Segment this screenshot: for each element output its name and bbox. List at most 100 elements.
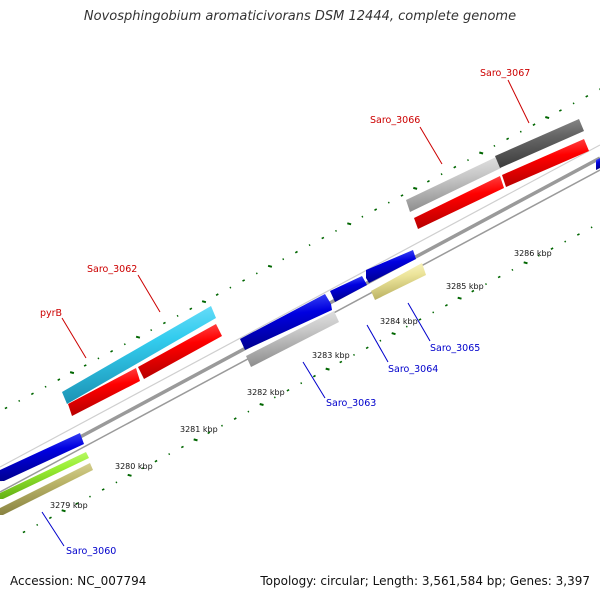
- gene-blue-mid[interactable]: [366, 250, 416, 283]
- accession-text: Accession: NC_007794: [10, 574, 147, 588]
- gene-saro-3067[interactable]: [495, 119, 584, 168]
- lower-tick-38: [523, 261, 528, 265]
- gene-red-3[interactable]: [414, 176, 504, 229]
- gene-saro-3064[interactable]: [240, 294, 332, 350]
- upper-tick-12: [162, 321, 166, 325]
- label-saro-3060[interactable]: Saro_3060: [66, 546, 116, 557]
- upper-tick-16: [215, 293, 219, 296]
- upper-tick-27: [361, 215, 364, 218]
- lower-tick-12: [180, 445, 184, 449]
- lower-tick-13: [193, 438, 198, 442]
- upper-tick-2: [30, 392, 34, 396]
- upper-tick-21: [282, 258, 285, 261]
- lower-tick-19: [273, 396, 276, 399]
- lower-tick-33: [457, 296, 462, 300]
- gene-red-4[interactable]: [502, 139, 589, 187]
- lower-tick-3: [61, 509, 66, 513]
- gene-pyrb[interactable]: [68, 368, 140, 416]
- label-saro-3067[interactable]: Saro_3067: [480, 68, 530, 79]
- lower-tick-26: [365, 346, 369, 350]
- label-saro-3062[interactable]: Saro_3062: [87, 264, 137, 275]
- kbp-labels: 3279 kbp 3280 kbp 3281 kbp 3282 kbp 3283…: [50, 249, 552, 510]
- gene-blue-small[interactable]: [330, 276, 367, 302]
- gene-blue-edge[interactable]: [596, 158, 600, 170]
- callout-saro-3066: [419, 126, 443, 165]
- gene-saro-3065[interactable]: [371, 263, 426, 300]
- lower-tick-27: [379, 339, 382, 342]
- lower-tick-20: [286, 388, 290, 392]
- gene-saro-3062[interactable]: [62, 306, 216, 404]
- upper-tick-41: [545, 116, 550, 120]
- lower-tick-35: [485, 283, 487, 286]
- label-pyrb[interactable]: pyrB: [40, 308, 62, 319]
- upper-tick-26: [347, 222, 352, 226]
- lower-tick-25: [353, 353, 355, 356]
- callout-saro-3065: [407, 302, 431, 342]
- label-saro-3063[interactable]: Saro_3063: [326, 398, 376, 409]
- lower-tick-17: [247, 410, 250, 413]
- upper-tick-44: [585, 94, 589, 98]
- gene-labels: Saro_3067 Saro_3066 Saro_3062 pyrB Saro_…: [40, 68, 530, 557]
- upper-tick-43: [572, 102, 575, 105]
- upper-tick-15: [201, 300, 207, 304]
- gene-red-2[interactable]: [138, 324, 222, 379]
- lower-tick-24: [339, 360, 343, 364]
- upper-tick-13: [176, 314, 179, 317]
- gene-lime[interactable]: [0, 452, 89, 499]
- upper-tick-10: [135, 335, 141, 339]
- gene-saro-3063[interactable]: [246, 311, 339, 367]
- lower-tick-1: [36, 523, 39, 526]
- gene-olive[interactable]: [0, 463, 93, 515]
- upper-tick-1: [18, 399, 21, 402]
- lower-tick-15: [221, 424, 223, 427]
- label-saro-3066[interactable]: Saro_3066: [370, 115, 420, 126]
- upper-tick-42: [558, 109, 562, 112]
- upper-tick-36: [479, 151, 484, 155]
- gene-saro-3060[interactable]: [0, 433, 84, 481]
- upper-tick-22: [294, 250, 298, 254]
- upper-tick-25: [335, 229, 337, 232]
- callout-saro-3067: [507, 79, 530, 124]
- upper-tick-39: [519, 130, 522, 133]
- lower-tick-7: [115, 481, 118, 484]
- upper-tick-7: [97, 357, 100, 360]
- callout-saro-3062: [137, 274, 161, 313]
- lower-tick-36: [497, 275, 501, 279]
- upper-tick-29: [387, 201, 390, 204]
- upper-tick-20: [267, 264, 273, 268]
- lower-tick-31: [432, 311, 435, 314]
- lower-tick-22: [312, 374, 316, 378]
- upper-tick-0: [4, 406, 8, 410]
- upper-tick-38: [506, 137, 510, 141]
- upper-tick-30: [400, 194, 404, 197]
- tick-label-3283: 3283 kbp: [312, 351, 350, 360]
- upper-tick-24: [321, 236, 325, 240]
- lower-tick-41: [564, 240, 567, 243]
- label-saro-3065[interactable]: Saro_3065: [430, 343, 480, 354]
- callout-saro-3064: [366, 324, 389, 363]
- lower-tick-28: [391, 332, 396, 336]
- tick-label-3281: 3281 kbp: [180, 425, 218, 434]
- upper-tick-5: [69, 371, 75, 375]
- upper-tick-37: [493, 144, 496, 147]
- gene-saro-3066[interactable]: [406, 157, 501, 212]
- lower-tick-8: [127, 473, 132, 477]
- upper-tick-18: [242, 279, 246, 282]
- map-title: Novosphingobium aromaticivorans DSM 1244…: [83, 9, 517, 24]
- lower-tick-6: [101, 488, 105, 491]
- lower-tick-14: [207, 431, 211, 435]
- lower-tick-23: [325, 367, 330, 371]
- lower-tick-16: [233, 417, 237, 420]
- scale-lower: [22, 226, 593, 534]
- lower-tick-11: [168, 453, 171, 456]
- tick-label-3282: 3282 kbp: [247, 388, 285, 397]
- lower-tick-9: [141, 467, 144, 470]
- upper-tick-9: [123, 343, 126, 346]
- lower-tick-4: [75, 502, 79, 505]
- label-saro-3064[interactable]: Saro_3064: [388, 364, 438, 375]
- callout-saro-3060: [41, 511, 65, 547]
- tick-label-3285: 3285 kbp: [446, 282, 484, 291]
- upper-tick-11: [150, 329, 153, 332]
- lower-tick-30: [418, 318, 422, 321]
